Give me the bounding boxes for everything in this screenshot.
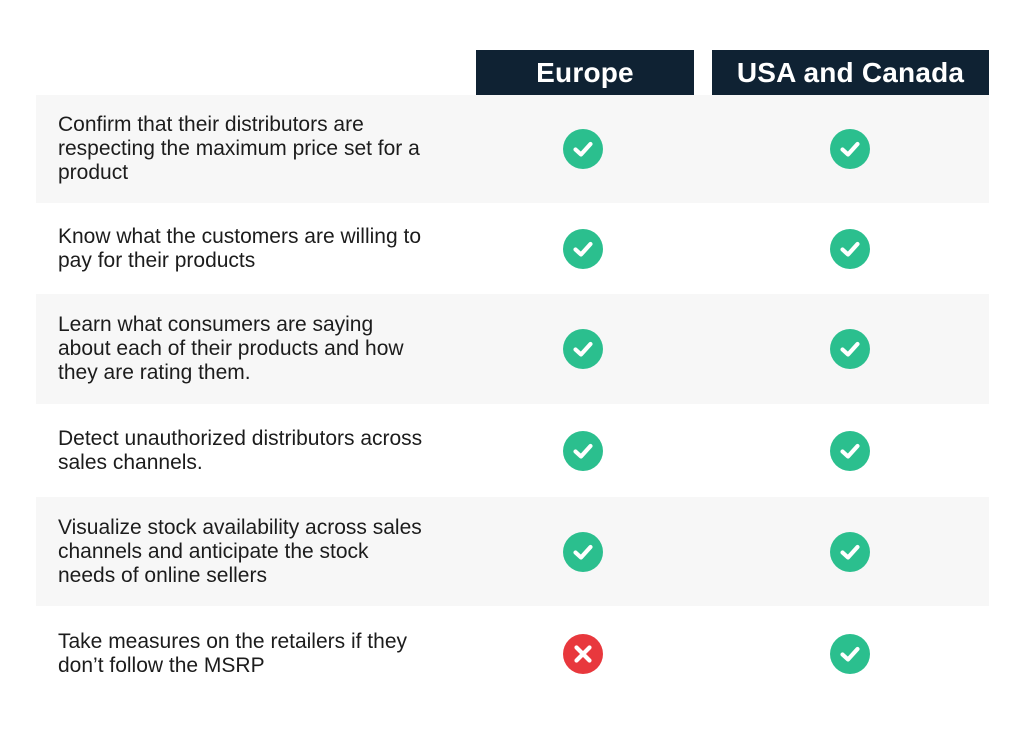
usa-canada-cell xyxy=(830,329,870,369)
table-row: Learn what consumers are saying about ea… xyxy=(36,294,989,404)
europe-cell xyxy=(563,228,603,269)
check-icon xyxy=(830,329,870,369)
europe-cell xyxy=(563,634,603,674)
check-icon xyxy=(563,129,603,169)
europe-cell xyxy=(563,129,603,169)
table-row: Visualize stock availability across sale… xyxy=(36,497,989,606)
europe-cell xyxy=(563,329,603,369)
check-icon xyxy=(563,531,603,572)
usa-canada-cell xyxy=(830,228,870,269)
row-label: Know what the customers are willing to p… xyxy=(58,224,421,272)
usa-canada-cell xyxy=(830,634,870,674)
europe-cell xyxy=(563,531,603,572)
column-header-usa-canada: USA and Canada xyxy=(712,50,989,95)
check-icon xyxy=(830,634,870,674)
check-icon xyxy=(563,430,603,471)
table-row: Take measures on the retailers if they d… xyxy=(36,606,989,702)
comparison-table: Confirm that their distributors are resp… xyxy=(36,95,989,702)
usa-canada-cell xyxy=(830,129,870,169)
europe-cell xyxy=(563,430,603,471)
usa-canada-cell xyxy=(830,430,870,471)
table-row: Detect unauthorized distributors across … xyxy=(36,404,989,497)
row-label: Confirm that their distributors are resp… xyxy=(58,113,420,184)
check-icon xyxy=(563,228,603,269)
check-icon xyxy=(830,430,870,471)
column-header-europe: Europe xyxy=(476,50,694,95)
check-icon xyxy=(830,129,870,169)
cross-icon xyxy=(563,634,603,674)
row-label: Learn what consumers are saying about ea… xyxy=(58,313,404,384)
check-icon xyxy=(830,531,870,572)
check-icon xyxy=(830,228,870,269)
row-label: Visualize stock availability across sale… xyxy=(58,515,422,587)
row-label: Take measures on the retailers if they d… xyxy=(58,630,408,677)
usa-canada-cell xyxy=(830,531,870,572)
row-label: Detect unauthorized distributors across … xyxy=(58,426,423,474)
table-row: Know what the customers are willing to p… xyxy=(36,203,989,294)
table-row: Confirm that their distributors are resp… xyxy=(36,95,989,203)
check-icon xyxy=(563,329,603,369)
